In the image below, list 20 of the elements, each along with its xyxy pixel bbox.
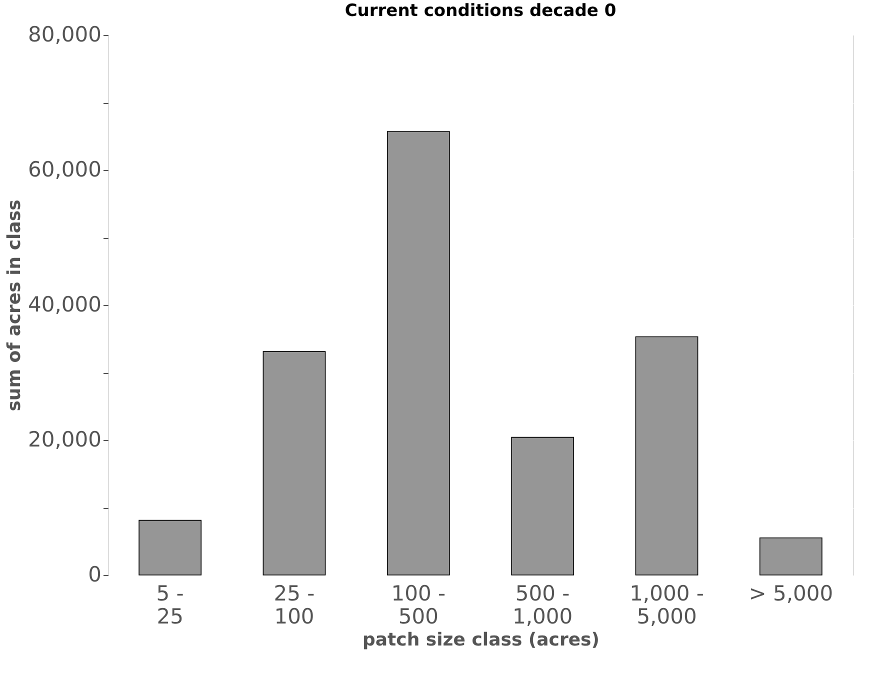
y-tick-label: 20,000 <box>28 428 102 452</box>
y-axis-title: sum of acres in class <box>4 200 26 412</box>
x-tick-label: 100 - 500 <box>391 582 446 628</box>
bar <box>138 520 202 576</box>
y-tick-label: 40,000 <box>28 292 102 316</box>
y-tick-label: 80,000 <box>28 22 102 46</box>
y-tick-label: 60,000 <box>28 158 102 182</box>
y-tick-label: 0 <box>88 562 102 586</box>
x-tick-label: 1,000 - 5,000 <box>630 582 704 628</box>
chart-title: Current conditions decade 0 <box>344 1 616 21</box>
x-tick-label: 500 - 1,000 <box>512 582 573 628</box>
x-tick-label: 25 - 100 <box>274 582 315 628</box>
bar <box>262 351 326 576</box>
bar <box>635 336 698 576</box>
bar <box>759 537 822 576</box>
bar <box>511 436 574 576</box>
x-tick-label: > 5,000 <box>748 582 834 606</box>
x-tick-label: 5 - 25 <box>156 582 184 628</box>
x-axis-title: patch size class (acres) <box>362 630 600 650</box>
bar <box>386 131 450 576</box>
